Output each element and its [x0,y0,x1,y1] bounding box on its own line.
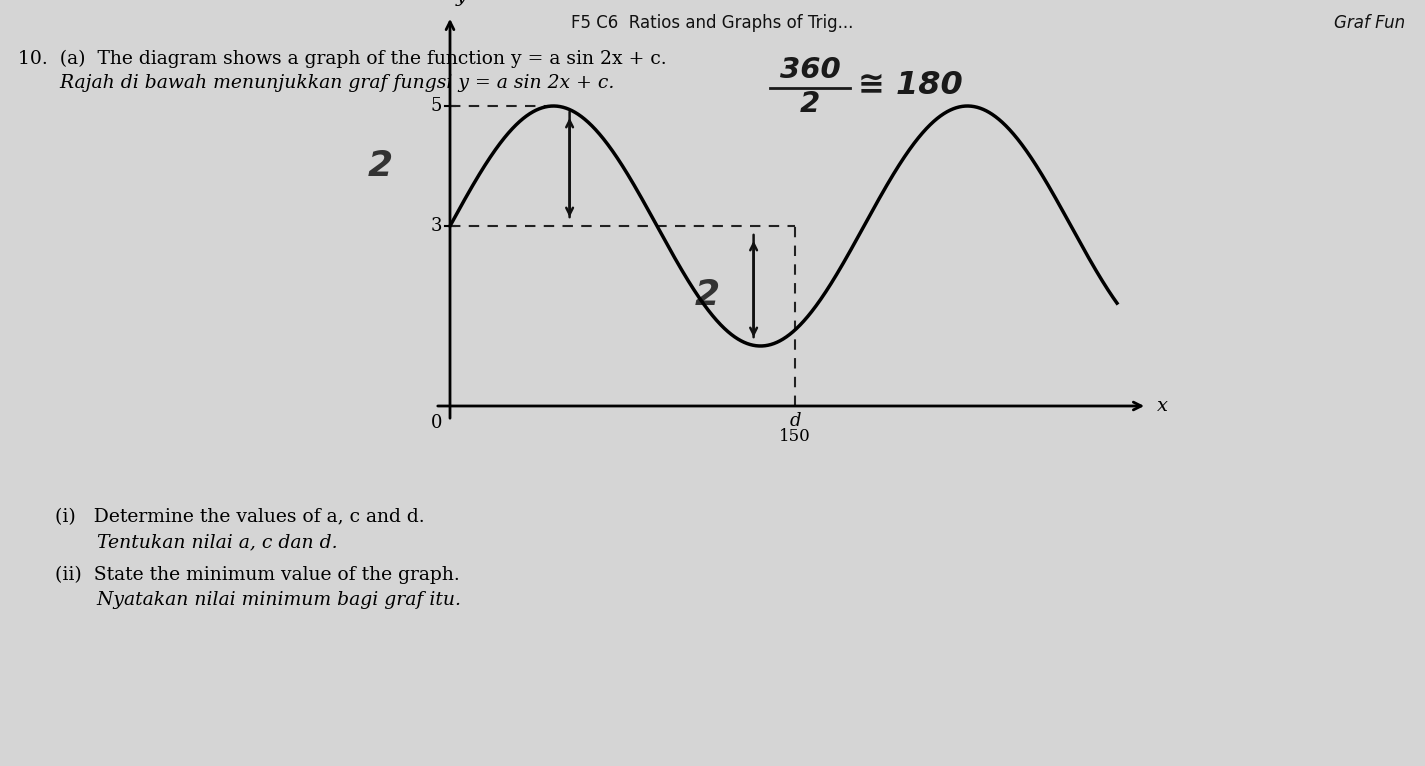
Text: Rajah di bawah menunjukkan graf fungsi y = a sin 2x + c.: Rajah di bawah menunjukkan graf fungsi y… [19,74,614,92]
Text: x: x [1157,397,1168,415]
Text: 3: 3 [430,217,442,235]
Text: y: y [456,0,467,6]
Text: 5: 5 [430,97,442,115]
Text: 360: 360 [779,56,841,84]
Text: 0: 0 [430,414,442,432]
Text: 150: 150 [779,428,811,445]
Text: ≅ 180: ≅ 180 [858,70,963,102]
Text: 10.  (a)  The diagram shows a graph of the function y = a sin 2x + c.: 10. (a) The diagram shows a graph of the… [19,50,667,68]
Text: d: d [789,412,801,430]
Text: Graf Fun: Graf Fun [1334,14,1405,32]
Text: Tentukan nilai a, c dan d.: Tentukan nilai a, c dan d. [56,533,338,551]
Text: 2: 2 [695,278,720,312]
Text: 2: 2 [368,149,392,183]
Text: 2: 2 [799,90,821,118]
Text: Nyatakan nilai minimum bagi graf itu.: Nyatakan nilai minimum bagi graf itu. [56,591,462,609]
Text: F5 C6  Ratios and Graphs of Trig...: F5 C6 Ratios and Graphs of Trig... [571,14,854,32]
Text: (i)   Determine the values of a, c and d.: (i) Determine the values of a, c and d. [56,508,425,526]
Text: (ii)  State the minimum value of the graph.: (ii) State the minimum value of the grap… [56,566,460,584]
